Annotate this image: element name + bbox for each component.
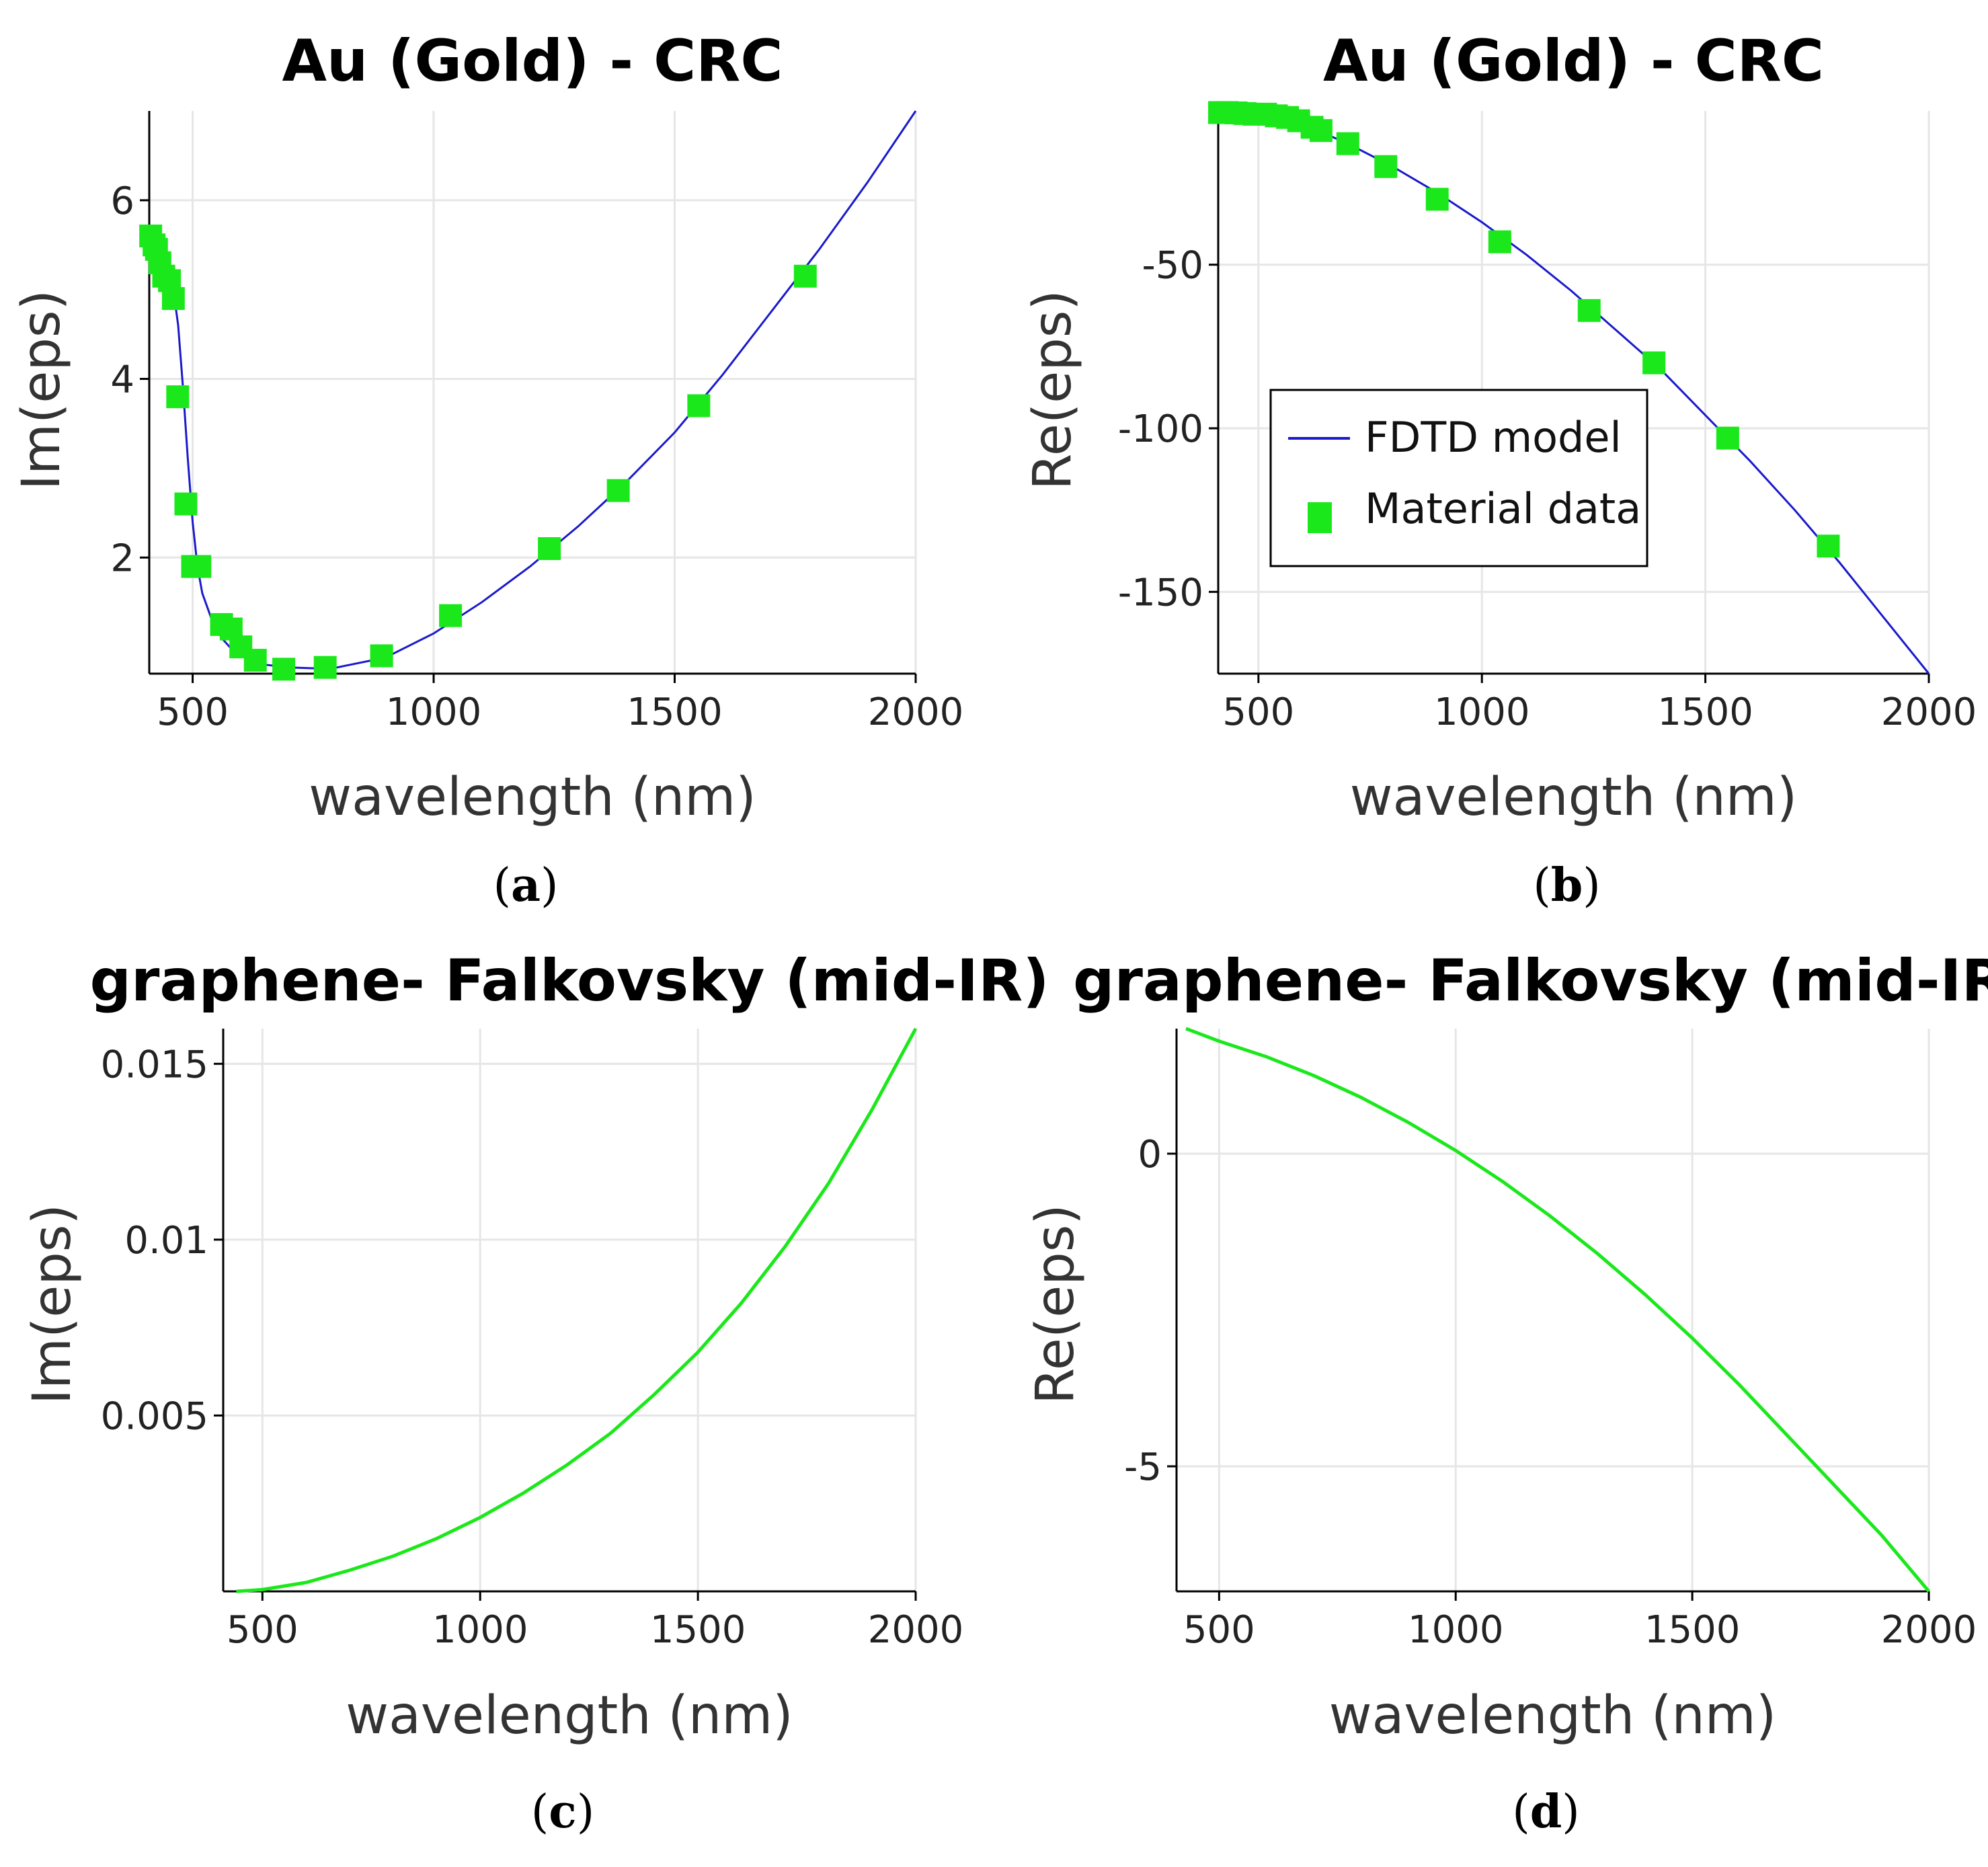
- data-point: [272, 658, 296, 681]
- panel-caption: (a): [493, 859, 558, 912]
- panel-caption: (b): [1533, 859, 1601, 912]
- x-tick-label: 500: [157, 690, 229, 734]
- x-tick-label: 1000: [432, 1608, 528, 1652]
- y-tick-label: 4: [110, 358, 134, 402]
- y-tick-label: 0.015: [101, 1043, 208, 1086]
- x-axis-label: wavelength (nm): [1350, 767, 1797, 828]
- data-point: [1425, 188, 1449, 211]
- chart-title: graphene- Falkovsky (mid-IR): [1073, 947, 1988, 1015]
- data-point: [166, 385, 190, 409]
- panel-caption-letter: b: [1551, 859, 1583, 912]
- y-axis-label: Re(eps): [1023, 290, 1083, 490]
- x-tick-label: 500: [227, 1608, 299, 1652]
- data-point: [174, 492, 198, 516]
- data-curve: [236, 1027, 918, 1593]
- chart-panel-a: 500 1000 1500 2000 2 4 6 Au (Gold) - CRC wavelen…: [11, 28, 963, 912]
- x-tick-label: 2000: [1881, 690, 1977, 734]
- data-point: [1336, 132, 1359, 155]
- x-tick-label: 1500: [1657, 690, 1753, 734]
- x-tick-label: 1500: [627, 690, 723, 734]
- data-point: [439, 604, 463, 627]
- y-axis-label: Im(eps): [22, 1204, 83, 1404]
- panel-caption-letter: a: [511, 859, 541, 912]
- x-tick-label: 2000: [868, 1608, 964, 1652]
- y-tick-label: 0.005: [101, 1394, 208, 1438]
- chart-title: graphene- Falkovsky (mid-IR): [89, 947, 1049, 1015]
- data-point: [1642, 351, 1666, 374]
- x-tick-label: 1000: [386, 690, 482, 734]
- data-point: [606, 479, 630, 502]
- data-point: [313, 656, 337, 679]
- data-point: [1309, 119, 1333, 143]
- legend-entry-label: Material data: [1365, 484, 1641, 533]
- y-tick-label: 2: [110, 537, 134, 580]
- data-point: [1577, 299, 1601, 322]
- chart-panel-d: 500 1000 1500 2000 0 -5 graphene- Falkovsky (m…: [1025, 947, 1988, 1839]
- x-axis-label: wavelength (nm): [1329, 1685, 1776, 1746]
- panel-caption: (c): [531, 1785, 594, 1839]
- y-tick-label: -5: [1124, 1445, 1162, 1489]
- y-axis-label: Im(eps): [11, 290, 72, 490]
- x-tick-label: 1500: [1644, 1608, 1741, 1652]
- data-point: [538, 537, 561, 560]
- data-point: [188, 555, 212, 578]
- y-tick-label: -100: [1118, 407, 1203, 451]
- x-axis-label: wavelength (nm): [309, 767, 756, 828]
- panel-caption: (d): [1512, 1785, 1580, 1839]
- data-point: [1488, 230, 1511, 253]
- panel-caption-letter: c: [549, 1785, 576, 1839]
- legend-entry-label: FDTD model: [1365, 413, 1622, 462]
- x-tick-label: 500: [1183, 1608, 1255, 1652]
- legend: FDTD model Material data: [1269, 389, 1648, 567]
- data-point: [793, 264, 817, 288]
- y-tick-label: 0: [1138, 1133, 1162, 1177]
- x-axis-label: wavelength (nm): [346, 1685, 793, 1746]
- chart-panel-b: 500 1000 1500 2000 -50 -100 -150 Au (Gold) - CR…: [1023, 28, 1977, 912]
- x-tick-label: 1000: [1434, 690, 1530, 734]
- x-tick-label: 2000: [1881, 1608, 1977, 1652]
- x-tick-label: 500: [1222, 690, 1294, 734]
- y-tick-label: -50: [1142, 244, 1203, 288]
- y-tick-label: -150: [1118, 571, 1203, 614]
- legend-marker-swatch: [1308, 502, 1332, 533]
- chart-panel-c: 500 1000 1500 2000 0.005 0.01 0.015 graphene- F…: [22, 947, 1049, 1839]
- x-tick-label: 2000: [868, 690, 964, 734]
- panel-caption-letter: d: [1530, 1785, 1562, 1839]
- data-curve: [1185, 1027, 1930, 1593]
- chart-title: Au (Gold) - CRC: [282, 28, 783, 95]
- data-point: [370, 644, 393, 668]
- x-tick-label: 1500: [650, 1608, 746, 1652]
- y-tick-label: 6: [110, 180, 134, 223]
- data-point: [1817, 534, 1840, 558]
- data-point: [1716, 426, 1739, 450]
- y-tick-label: 0.01: [124, 1219, 208, 1263]
- data-point: [1374, 155, 1398, 178]
- data-point: [243, 649, 267, 672]
- x-tick-label: 1000: [1408, 1608, 1504, 1652]
- chart-title: Au (Gold) - CRC: [1323, 28, 1824, 95]
- y-axis-label: Re(eps): [1025, 1204, 1086, 1404]
- data-point: [687, 394, 711, 418]
- data-point: [161, 287, 185, 310]
- legend-box: [1269, 389, 1648, 567]
